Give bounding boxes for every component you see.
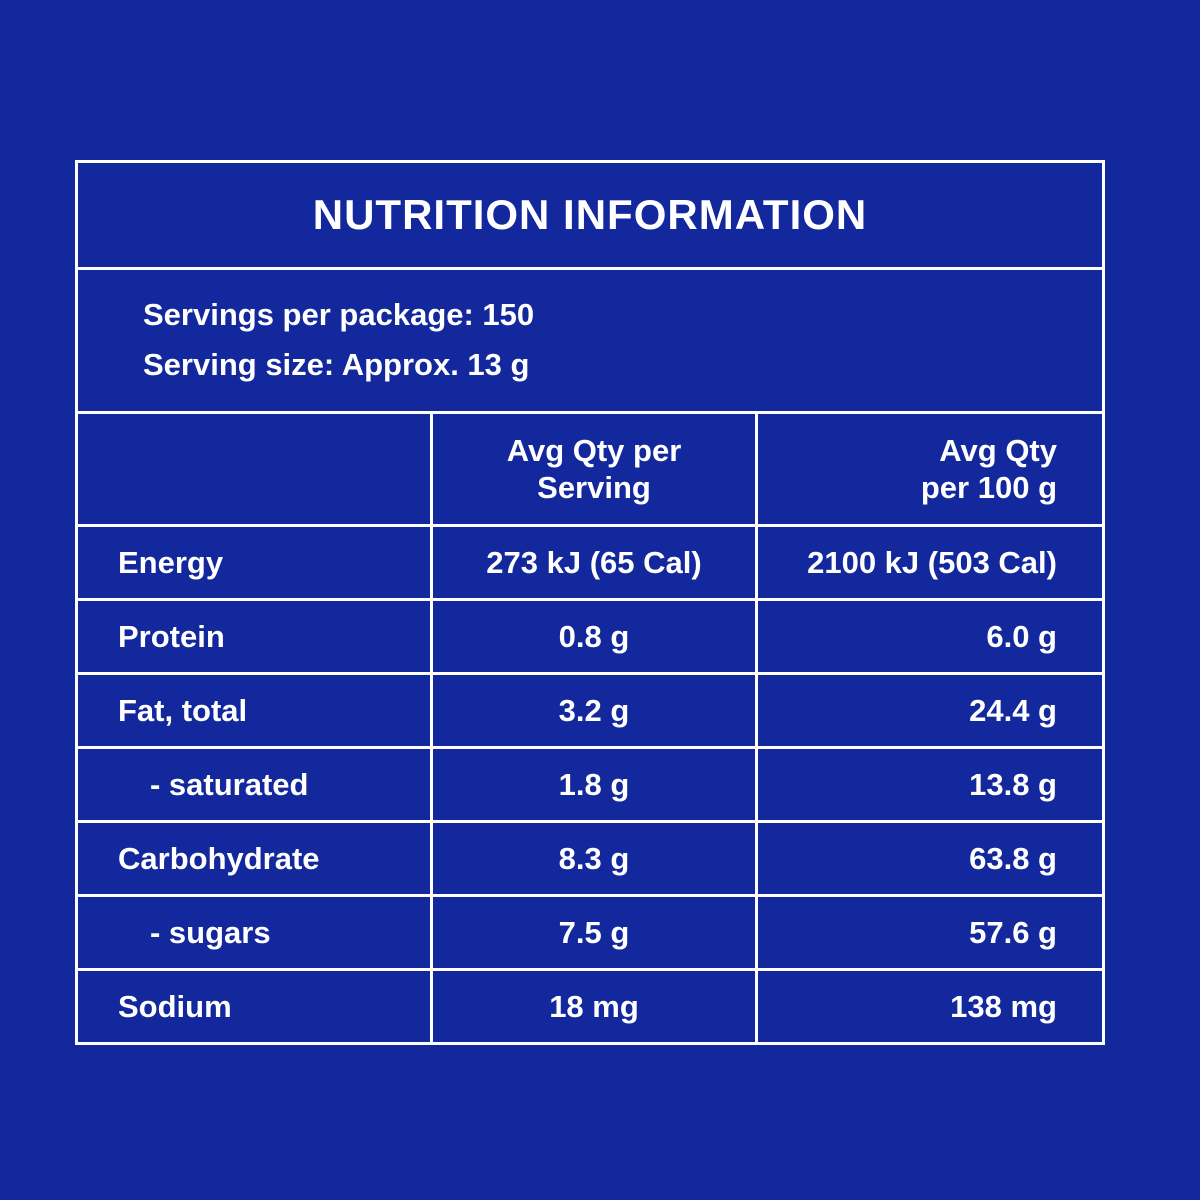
row-label: Sodium — [118, 988, 232, 1024]
row-sugars: - sugars 7.5 g 57.6 g — [78, 894, 1102, 969]
row-protein: Protein 0.8 g 6.0 g — [78, 598, 1102, 673]
value-per-100g: 63.8 g — [755, 823, 1102, 895]
column-header-per-100g: Avg Qty per 100 g — [755, 414, 1102, 525]
panel-title: NUTRITION INFORMATION — [78, 163, 1102, 270]
column-header-per-100g-line1: Avg Qty — [939, 433, 1057, 468]
value-per-100g: 13.8 g — [755, 749, 1102, 821]
servings-per-package: Servings per package: 150 — [143, 297, 535, 332]
value-per-serving: 273 kJ (65 Cal) — [430, 527, 755, 599]
row-fat-total: Fat, total 3.2 g 24.4 g — [78, 672, 1102, 747]
value-per-100g: 6.0 g — [755, 601, 1102, 673]
value-per-serving: 7.5 g — [430, 897, 755, 969]
value-per-serving: 1.8 g — [430, 749, 755, 821]
row-label: Protein — [118, 618, 225, 654]
value-per-serving: 0.8 g — [430, 601, 755, 673]
row-label: Fat, total — [118, 692, 248, 728]
value-per-serving: 3.2 g — [430, 675, 755, 747]
value-per-100g: 2100 kJ (503 Cal) — [755, 527, 1102, 599]
column-header-per-serving: Avg Qty per Serving — [430, 414, 755, 525]
column-header-row: Avg Qty per Serving Avg Qty per 100 g — [78, 414, 1102, 525]
servings-block: Servings per package: 150 Serving size: … — [78, 270, 1102, 415]
serving-size: Serving size: Approx. 13 g — [143, 346, 530, 382]
value-per-serving: 18 mg — [430, 971, 755, 1043]
row-label: Carbohydrate — [118, 840, 320, 876]
row-sodium: Sodium 18 mg 138 mg — [78, 968, 1102, 1043]
value-per-100g: 138 mg — [755, 971, 1102, 1043]
row-saturated: - saturated 1.8 g 13.8 g — [78, 746, 1102, 821]
column-header-per-serving-line2: Serving — [537, 470, 651, 506]
value-per-100g: 24.4 g — [755, 675, 1102, 747]
row-carbohydrate: Carbohydrate 8.3 g 63.8 g — [78, 820, 1102, 895]
value-per-100g: 57.6 g — [755, 897, 1102, 969]
column-header-per-serving-line1: Avg Qty per — [506, 433, 682, 468]
value-per-serving: 8.3 g — [430, 823, 755, 895]
row-energy: Energy 273 kJ (65 Cal) 2100 kJ (503 Cal) — [78, 524, 1102, 599]
row-label: - saturated — [150, 766, 309, 802]
row-label: - sugars — [150, 914, 271, 950]
column-header-blank — [78, 414, 430, 524]
row-label: Energy — [118, 544, 224, 580]
column-header-per-100g-line2: per 100 g — [920, 470, 1057, 506]
nutrition-panel: NUTRITION INFORMATION Servings per packa… — [75, 160, 1105, 1046]
